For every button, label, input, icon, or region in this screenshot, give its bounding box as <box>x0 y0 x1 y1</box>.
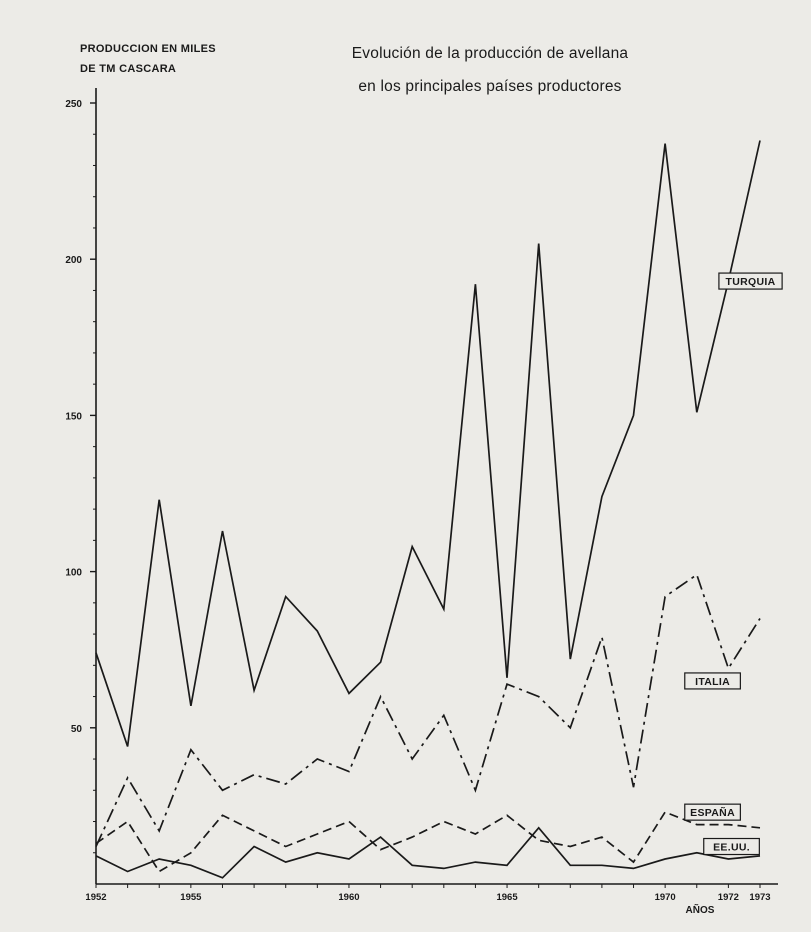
x-tick-label: 1965 <box>496 892 518 903</box>
x-tick-label: 1960 <box>338 892 359 903</box>
y-tick-label: 250 <box>65 99 82 110</box>
y-axis-label-line-1: PRODUCCION EN MILES <box>80 43 216 55</box>
y-tick-label: 100 <box>65 568 82 579</box>
y-tick-label: 200 <box>65 255 82 266</box>
series-label-box <box>684 803 741 821</box>
x-tick-label: 1955 <box>180 892 202 903</box>
series-label-text: EE.UU. <box>713 842 750 854</box>
series-label-italia: ITALIA <box>684 672 741 690</box>
series-labels-group: TURQUIA ITALIA ESPAÑA EE.UU. <box>684 272 783 856</box>
y-tick-label: 50 <box>71 724 83 735</box>
y-ticks-group: 50 100 150 200 250 <box>65 99 96 854</box>
series-label-ee-uu: EE.UU. <box>703 837 760 856</box>
chart-title-line-1: Evolución de la producción de avellana <box>351 45 629 62</box>
y-tick-label: 150 <box>65 411 82 422</box>
series-line-espa-a <box>95 811 761 873</box>
x-tick-label: 1972 <box>718 892 739 903</box>
series-label-box <box>718 272 783 290</box>
x-ticks-group: 1952 1955 1960 1965 1970 1972 1973 <box>85 884 771 903</box>
series-group <box>95 140 761 879</box>
chart-title-line-2: en los principales países productores <box>358 78 622 95</box>
series-line-turquia <box>95 140 761 747</box>
series-label-text: ESPAÑA <box>690 806 735 819</box>
series-label-box <box>703 837 760 856</box>
series-line-ee-uu <box>95 826 761 879</box>
x-axis-label: AÑOS <box>686 903 715 916</box>
series-label-text: ITALIA <box>695 676 730 688</box>
series-label-espa-a: ESPAÑA <box>684 803 741 821</box>
x-tick-label: 1970 <box>655 892 676 903</box>
series-label-text: TURQUIA <box>726 276 776 288</box>
y-axis-label-line-2: DE TM CASCARA <box>80 63 177 75</box>
x-tick-label: 1952 <box>85 892 106 903</box>
series-line-italia <box>95 573 761 847</box>
series-label-turquia: TURQUIA <box>718 272 783 290</box>
x-tick-label: 1973 <box>749 892 770 903</box>
series-label-box <box>684 672 741 690</box>
